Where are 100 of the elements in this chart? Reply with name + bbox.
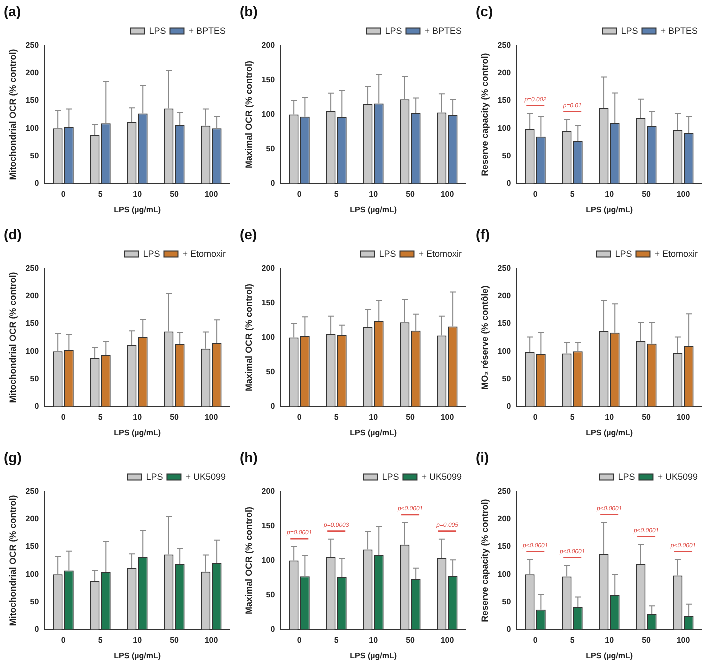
x-tick-label: 0 bbox=[61, 412, 66, 422]
x-tick-label: 50 bbox=[642, 636, 652, 645]
x-tick-label: 100 bbox=[440, 190, 455, 199]
x-axis-title: LPS (µg/mL) bbox=[586, 651, 634, 660]
legend-label: + Etomoxir bbox=[182, 248, 226, 259]
y-tick-label: 0 bbox=[506, 179, 512, 188]
x-tick-label: 10 bbox=[605, 190, 615, 199]
x-tick-label: 100 bbox=[204, 412, 219, 422]
x-tick-label: 50 bbox=[642, 412, 652, 422]
y-tick-label: 250 bbox=[26, 41, 40, 50]
x-tick-label: 0 bbox=[533, 636, 538, 645]
chart-title: (i) bbox=[476, 449, 490, 466]
y-tick-label: 250 bbox=[498, 487, 512, 496]
y-tick-label: 250 bbox=[498, 264, 512, 274]
chart-title: (c) bbox=[476, 3, 494, 20]
x-axis-title: LPS (µg/mL) bbox=[114, 428, 162, 438]
x-tick-label: 5 bbox=[98, 412, 104, 422]
x-tick-label: 10 bbox=[605, 412, 615, 422]
y-tick-label: 150 bbox=[498, 542, 512, 552]
x-tick-label: 10 bbox=[605, 636, 615, 645]
x-tick-label: 0 bbox=[297, 190, 302, 199]
x-tick-label: 5 bbox=[334, 412, 340, 422]
x-axis-title: LPS (µg/mL) bbox=[586, 428, 634, 438]
x-tick-label: 10 bbox=[369, 636, 379, 645]
y-tick-label: 100 bbox=[498, 346, 512, 356]
x-tick-label: 5 bbox=[334, 190, 340, 199]
y-tick-label: 150 bbox=[26, 96, 40, 106]
x-tick-label: 5 bbox=[570, 636, 576, 645]
y-tick-label: 200 bbox=[498, 68, 512, 78]
legend-label: + BPTES bbox=[424, 26, 462, 36]
y-tick-label: 50 bbox=[266, 590, 276, 600]
y-axis-title: Maximal OCR (% control) bbox=[244, 284, 254, 392]
y-axis-title: Reserve capacity (% control) bbox=[480, 499, 490, 622]
y-axis-title: Maximal OCR (% control) bbox=[244, 507, 254, 615]
legend-label: LPS bbox=[143, 248, 160, 259]
y-tick-label: 150 bbox=[262, 76, 276, 85]
chart-title: (g) bbox=[4, 449, 22, 466]
x-tick-label: 10 bbox=[133, 412, 143, 422]
x-tick-label: 5 bbox=[98, 190, 104, 199]
y-tick-label: 150 bbox=[498, 96, 512, 106]
chart-title: (d) bbox=[4, 226, 22, 242]
x-tick-label: 50 bbox=[406, 636, 416, 645]
y-tick-label: 100 bbox=[262, 556, 276, 566]
y-tick-label: 100 bbox=[498, 570, 512, 579]
legend-label: LPS bbox=[146, 472, 164, 482]
y-tick-label: 50 bbox=[30, 374, 40, 384]
legend-label: LPS bbox=[618, 472, 636, 482]
x-tick-label: 5 bbox=[98, 636, 104, 645]
y-tick-label: 100 bbox=[26, 346, 40, 356]
x-axis-title: LPS (µg/mL) bbox=[350, 428, 398, 438]
x-tick-label: 100 bbox=[204, 636, 219, 645]
legend-label: LPS bbox=[621, 26, 638, 36]
y-tick-label: 0 bbox=[270, 402, 276, 412]
x-tick-label: 50 bbox=[170, 190, 180, 199]
y-tick-label: 0 bbox=[506, 402, 512, 412]
y-tick-label: 250 bbox=[498, 41, 512, 50]
y-tick-label: 200 bbox=[26, 514, 40, 524]
x-axis-title: LPS (µg/mL) bbox=[586, 205, 634, 214]
y-axis-title: Maximal OCR (% control) bbox=[244, 61, 254, 169]
y-tick-label: 150 bbox=[262, 522, 276, 531]
legend-label: LPS bbox=[382, 472, 400, 482]
x-tick-label: 100 bbox=[676, 412, 691, 422]
y-tick-label: 150 bbox=[26, 319, 40, 328]
y-tick-label: 100 bbox=[262, 333, 276, 342]
x-axis-title: LPS (µg/mL) bbox=[114, 651, 162, 660]
y-axis-title: Mitochondrial OCR (% control) bbox=[8, 49, 18, 180]
legend-label: + Etomoxir bbox=[418, 248, 462, 259]
y-tick-label: 100 bbox=[262, 110, 276, 120]
legend-label: + BPTES bbox=[188, 26, 226, 36]
x-tick-label: 100 bbox=[440, 412, 455, 422]
y-tick-label: 0 bbox=[270, 179, 276, 188]
x-tick-label: 100 bbox=[204, 190, 219, 199]
legend-label: LPS bbox=[385, 26, 402, 36]
y-tick-label: 250 bbox=[26, 264, 40, 274]
x-tick-label: 50 bbox=[642, 190, 652, 199]
x-tick-label: 0 bbox=[61, 636, 66, 645]
x-tick-label: 50 bbox=[170, 412, 180, 422]
y-tick-label: 200 bbox=[262, 264, 276, 274]
x-tick-label: 50 bbox=[406, 190, 416, 199]
x-tick-label: 100 bbox=[676, 190, 691, 199]
x-tick-label: 100 bbox=[440, 636, 455, 645]
y-axis-title: Mitochondrial OCR (% control) bbox=[8, 272, 18, 404]
y-tick-label: 0 bbox=[34, 179, 40, 188]
y-axis-title: MO₂ réserve (% contôle) bbox=[480, 286, 490, 390]
y-tick-label: 0 bbox=[506, 625, 512, 634]
x-tick-label: 50 bbox=[170, 636, 180, 645]
legend-label: LPS bbox=[149, 26, 166, 36]
x-tick-label: 50 bbox=[406, 412, 416, 422]
y-tick-label: 100 bbox=[498, 124, 512, 133]
y-tick-label: 50 bbox=[30, 151, 40, 160]
y-tick-label: 200 bbox=[498, 292, 512, 301]
x-axis-title: LPS (µg/mL) bbox=[114, 205, 162, 214]
legend-label: + UK5099 bbox=[186, 472, 226, 482]
chart-title: (f) bbox=[476, 226, 490, 242]
y-axis-title: Reserve capacity (% control) bbox=[480, 53, 490, 176]
y-tick-label: 0 bbox=[34, 402, 40, 412]
chart-title: (h) bbox=[240, 449, 258, 466]
x-tick-label: 10 bbox=[369, 412, 379, 422]
x-tick-label: 0 bbox=[533, 190, 538, 199]
chart-title: (b) bbox=[240, 3, 258, 20]
